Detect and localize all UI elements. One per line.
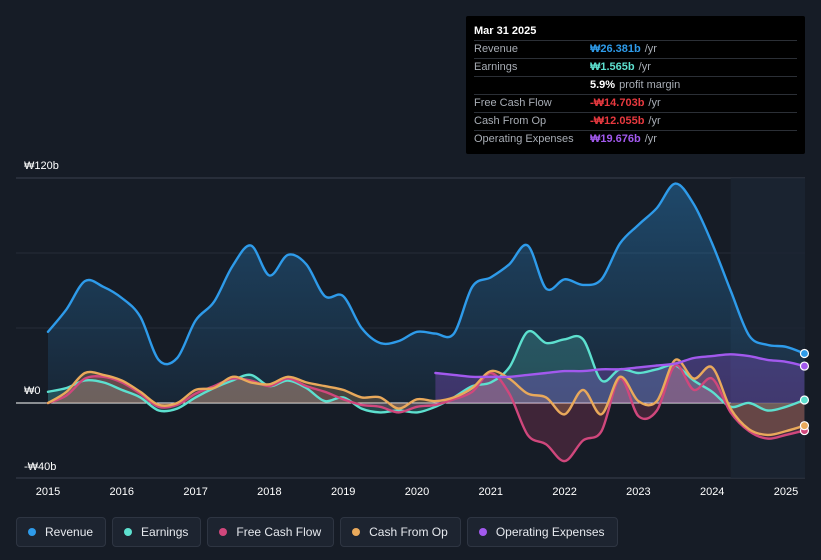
tooltip-row: Revenue ₩26.381b/yr xyxy=(474,40,797,58)
revenue-line xyxy=(46,182,806,366)
revenue-area xyxy=(48,183,805,403)
earnings-end-marker[interactable] xyxy=(799,395,810,405)
legend-label: Earnings xyxy=(141,525,189,539)
x-tick-label: 2017 xyxy=(183,486,207,498)
tooltip-label: Revenue xyxy=(474,43,519,55)
legend-dot-icon xyxy=(219,528,228,536)
tooltip-label: Cash From Op xyxy=(474,115,547,127)
legend-dot-icon xyxy=(478,528,487,536)
tooltip-row: Free Cash Flow -₩14.703b/yr xyxy=(474,94,797,112)
legend-label: Free Cash Flow xyxy=(236,525,322,539)
tooltip-value: -₩12.055b xyxy=(590,115,645,127)
tooltip-value: -₩14.703b xyxy=(590,97,645,109)
x-tick-label: 2021 xyxy=(479,486,503,498)
legend-item-cash-from-op[interactable]: Cash From Op xyxy=(340,517,461,547)
y-tick-label: -₩40b xyxy=(24,461,56,473)
tooltip-unit: /yr xyxy=(638,61,651,73)
x-tick-label: 2025 xyxy=(774,486,798,498)
tooltip-row: Earnings ₩1.565b/yr xyxy=(474,58,797,76)
legend-label: Operating Expenses xyxy=(495,525,605,539)
tooltip-value: ₩19.676b xyxy=(590,133,641,145)
x-tick-label: 2020 xyxy=(405,486,429,498)
operating-expenses-line xyxy=(434,353,806,379)
legend-label: Revenue xyxy=(45,525,94,539)
legend-item-free-cash-flow[interactable]: Free Cash Flow xyxy=(207,517,335,547)
tooltip-panel: Mar 31 2025 Revenue ₩26.381b/yr Earnings ₩1… xyxy=(466,16,805,154)
x-tick-label: 2024 xyxy=(700,486,724,498)
legend-label: Cash From Op xyxy=(369,525,448,539)
x-tick-label: 2019 xyxy=(331,486,355,498)
tooltip-label: Operating Expenses xyxy=(474,133,574,145)
legend-item-earnings[interactable]: Earnings xyxy=(112,517,202,547)
y-tick-label: ₩0 xyxy=(24,385,41,397)
x-tick-label: 2022 xyxy=(552,486,576,498)
earnings-area xyxy=(48,331,805,413)
tooltip-unit: /yr xyxy=(648,115,661,127)
x-tick-label: 2016 xyxy=(110,486,134,498)
tooltip-value: ₩1.565b xyxy=(590,61,635,73)
revenue-end-marker[interactable] xyxy=(799,348,810,359)
tooltip-row: Cash From Op -₩12.055b/yr xyxy=(474,112,797,130)
tooltip-label xyxy=(474,77,590,94)
tooltip-row: Operating Expenses ₩19.676b/yr xyxy=(474,130,797,148)
legend-dot-icon xyxy=(124,528,133,536)
tooltip-label: Earnings xyxy=(474,61,518,73)
tooltip-label: Free Cash Flow xyxy=(474,97,552,109)
x-tick-label: 2018 xyxy=(257,486,281,498)
free-cash-flow-line xyxy=(46,364,806,463)
legend-dot-icon xyxy=(352,528,361,536)
tooltip-row: 5.9% profit margin xyxy=(474,76,797,94)
x-tick-label: 2015 xyxy=(36,486,60,498)
tooltip-unit: /yr xyxy=(648,97,661,109)
legend: Revenue Earnings Free Cash Flow Cash From O… xyxy=(16,517,618,547)
y-tick-label: ₩120b xyxy=(24,160,59,172)
legend-item-operating-expenses[interactable]: Operating Expenses xyxy=(466,517,618,547)
tooltip-value: ₩26.381b xyxy=(590,43,641,55)
cash-from-op-line xyxy=(46,358,806,437)
tooltip-value: 5.9% xyxy=(590,79,616,91)
cash-from-op-end-marker[interactable] xyxy=(799,421,810,431)
tooltip-unit: profit margin xyxy=(619,79,681,91)
tooltip-unit: /yr xyxy=(644,43,657,55)
legend-dot-icon xyxy=(28,528,36,536)
legend-item-revenue[interactable]: Revenue xyxy=(16,517,107,547)
tooltip-date: Mar 31 2025 xyxy=(474,25,537,37)
x-tick-label: 2023 xyxy=(626,486,650,498)
tooltip-unit: /yr xyxy=(644,133,657,145)
operating-expenses-end-marker[interactable] xyxy=(799,361,810,371)
